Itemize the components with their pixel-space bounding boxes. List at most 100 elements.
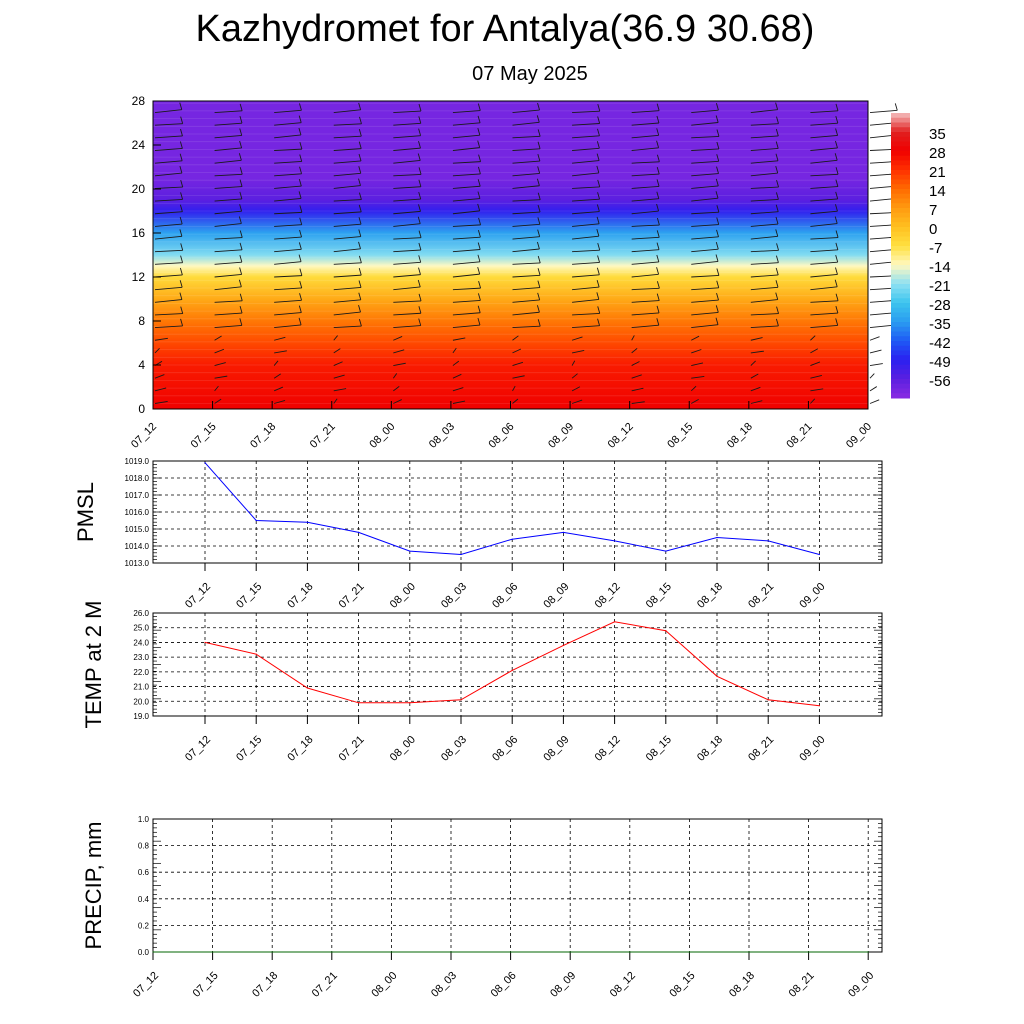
panel-frame: [152, 818, 883, 953]
data-point: [808, 951, 810, 953]
wind-barb: [154, 262, 183, 265]
wind-barb: [393, 325, 421, 329]
wind-barb-flag: [596, 204, 600, 212]
wind-barb: [691, 185, 719, 189]
data-point: [511, 669, 513, 671]
wind-barb-flag: [477, 166, 481, 175]
wind-barb: [333, 123, 362, 126]
wind-barb: [333, 109, 361, 113]
wind-barb: [214, 324, 242, 329]
wind-barb: [572, 147, 600, 151]
colorbar-segment: [891, 146, 910, 152]
panel-frame: [152, 460, 883, 564]
wind-barb: [154, 198, 183, 202]
wind-barb-flag: [477, 242, 481, 250]
colorbar-segment: [891, 170, 910, 176]
x-tick-label: 07_18: [285, 581, 315, 611]
wind-barb-flag: [537, 292, 541, 301]
wind-barb: [691, 335, 700, 341]
wind-barb-flag: [656, 281, 660, 289]
wind-barb: [512, 248, 540, 253]
wind-barb-flag: [417, 153, 421, 161]
wind-barb: [333, 361, 343, 366]
wind-barb: [393, 210, 421, 215]
colorbar-segment: [891, 203, 910, 209]
wind-barb: [810, 335, 816, 341]
wind-barb: [572, 235, 599, 240]
wind-barb-flag: [716, 205, 720, 213]
wind-barb-flag: [358, 204, 362, 213]
x-tick-label: 08_09: [541, 734, 571, 764]
data-point: [152, 951, 154, 953]
wind-barb: [333, 299, 361, 303]
wind-barb: [512, 199, 541, 202]
data-point: [748, 951, 750, 953]
wind-barb-flag: [239, 116, 243, 124]
wind-barb: [810, 361, 821, 366]
wind-barb: [274, 160, 302, 164]
wind-barb-flag: [418, 141, 421, 149]
x-tick-label: 08_18: [727, 970, 757, 1000]
data-point: [629, 951, 631, 953]
wind-barb-flag: [597, 104, 601, 112]
wind-barb-flag: [597, 179, 601, 188]
wind-barb: [214, 348, 225, 354]
wind-barb: [452, 249, 481, 253]
wind-barb-flag: [358, 153, 362, 162]
wind-barb: [154, 235, 182, 240]
wind-barb: [810, 286, 838, 291]
wind-barb: [393, 249, 421, 253]
wind-barb-flag: [477, 230, 481, 238]
wind-barb-flag: [417, 279, 421, 288]
wind-barb: [393, 198, 421, 202]
data-point: [306, 687, 308, 689]
data-point: [562, 531, 565, 534]
x-tick-label: 07_15: [234, 734, 264, 764]
wind-barb-flag: [715, 115, 719, 123]
wind-barb-flag: [537, 280, 541, 288]
wind-barb-flag: [180, 179, 184, 188]
wind-barb: [810, 223, 838, 227]
x-tick-label: 08_00: [367, 421, 397, 451]
wind-barb-flag: [716, 141, 720, 150]
wind-barb-flag: [239, 167, 243, 175]
data-point: [614, 540, 616, 542]
wind-barb: [631, 300, 660, 303]
wind-barb: [333, 172, 361, 177]
data-point: [331, 951, 333, 953]
wind-barb: [273, 360, 279, 366]
x-tick-label: 08_15: [644, 581, 674, 611]
colorbar-segment: [891, 189, 910, 195]
wind-barb: [274, 211, 302, 215]
wind-barb: [750, 198, 779, 202]
data-point: [204, 641, 206, 644]
wind-barb: [512, 361, 524, 366]
wind-barb: [274, 224, 302, 227]
wind-barb: [154, 400, 168, 404]
colorbar-segment: [891, 326, 910, 332]
x-tick-label: 08_00: [369, 970, 399, 1000]
wind-barb: [214, 249, 243, 253]
wind-barb: [274, 236, 302, 240]
wind-barb: [214, 122, 243, 126]
wind-barb: [393, 122, 421, 126]
wind-barb: [691, 275, 719, 278]
wind-barb: [393, 173, 422, 177]
y-tick-label: 1018.0: [125, 474, 150, 483]
x-tick-label: 08_09: [548, 970, 578, 1000]
colorbar-segment: [891, 312, 910, 318]
wind-barb: [810, 374, 822, 379]
wind-barb: [810, 274, 838, 278]
wind-barb: [750, 160, 779, 164]
wind-barb: [274, 312, 302, 316]
x-tick-label: 07_12: [183, 734, 213, 764]
colorbar-segment: [891, 208, 910, 214]
wind-barb: [393, 399, 402, 404]
wind-barb: [512, 185, 540, 189]
wind-barb: [750, 313, 779, 316]
wind-barb: [691, 349, 702, 354]
colorbar-label: 0: [929, 221, 937, 238]
wind-barb-flag: [656, 128, 660, 136]
wind-barb-flag: [537, 319, 541, 327]
wind-barb-flag: [597, 318, 601, 326]
